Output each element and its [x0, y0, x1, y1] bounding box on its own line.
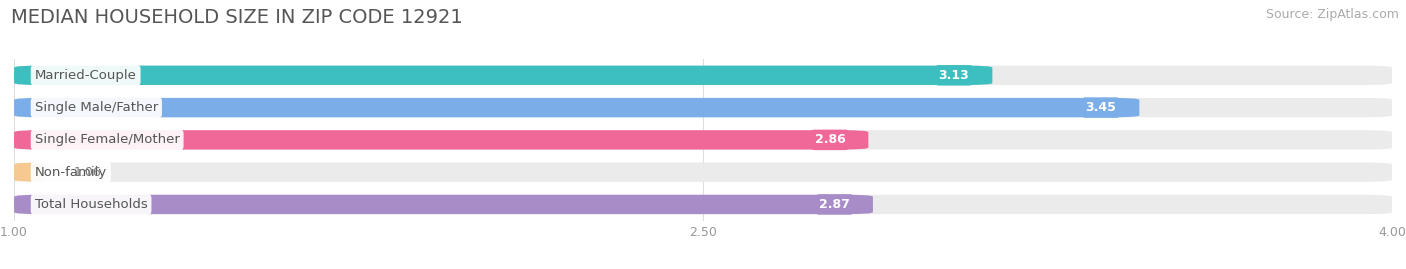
FancyBboxPatch shape [14, 130, 869, 150]
Text: Single Male/Father: Single Male/Father [35, 101, 157, 114]
FancyBboxPatch shape [14, 162, 42, 182]
Text: Non-family: Non-family [35, 166, 107, 179]
FancyBboxPatch shape [14, 66, 993, 85]
Text: Single Female/Mother: Single Female/Mother [35, 133, 180, 146]
FancyBboxPatch shape [14, 195, 873, 214]
FancyBboxPatch shape [14, 66, 1392, 85]
FancyBboxPatch shape [14, 130, 1392, 150]
Text: 2.86: 2.86 [814, 133, 845, 146]
FancyBboxPatch shape [14, 162, 1392, 182]
Text: 2.87: 2.87 [820, 198, 851, 211]
Text: 3.13: 3.13 [939, 69, 969, 82]
Text: 3.45: 3.45 [1085, 101, 1116, 114]
Text: 1.06: 1.06 [73, 166, 101, 179]
Text: Total Households: Total Households [35, 198, 148, 211]
FancyBboxPatch shape [14, 195, 1392, 214]
FancyBboxPatch shape [14, 98, 1139, 117]
Text: Married-Couple: Married-Couple [35, 69, 136, 82]
FancyBboxPatch shape [14, 98, 1392, 117]
Text: MEDIAN HOUSEHOLD SIZE IN ZIP CODE 12921: MEDIAN HOUSEHOLD SIZE IN ZIP CODE 12921 [11, 8, 463, 27]
Text: Source: ZipAtlas.com: Source: ZipAtlas.com [1265, 8, 1399, 21]
